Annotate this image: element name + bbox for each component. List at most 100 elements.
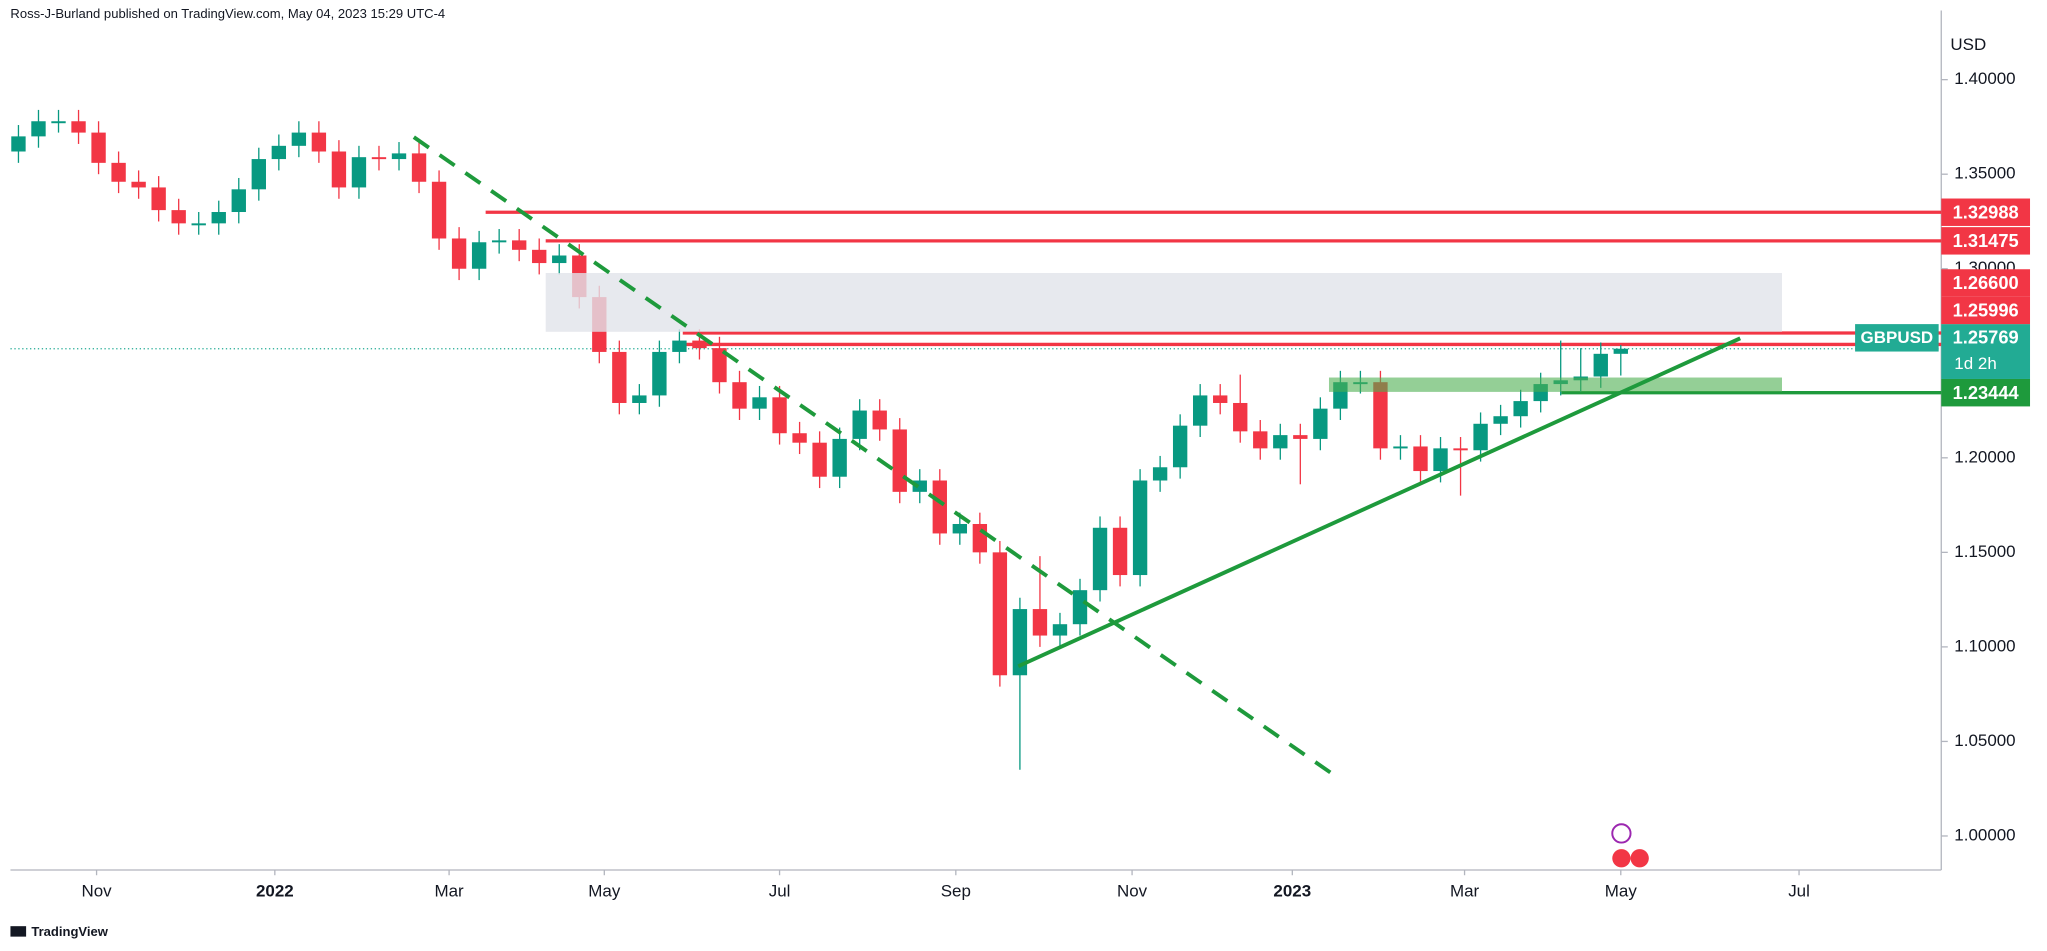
candle-body	[612, 351, 627, 403]
candle-body	[491, 240, 507, 243]
candle-body	[1072, 590, 1088, 625]
candle-body	[832, 438, 847, 477]
candle-body	[1313, 408, 1328, 439]
candle-body	[952, 523, 968, 534]
candle-body	[1012, 609, 1028, 676]
candle-body	[932, 480, 947, 534]
candle-body	[552, 255, 567, 264]
countdown-label: 1d 2h	[1954, 354, 1996, 373]
candle-body	[672, 340, 687, 352]
candle-body	[1433, 448, 1448, 472]
candle-body	[1273, 435, 1288, 449]
candle-body	[652, 351, 667, 396]
candle-body	[1052, 624, 1068, 636]
candle-body	[1513, 401, 1528, 417]
candle-body	[972, 523, 988, 553]
candle-body	[251, 159, 266, 190]
candle-body	[151, 187, 166, 211]
y-tick-label: 1.15000	[1954, 542, 2015, 561]
x-tick-label: 2023	[1273, 882, 1311, 901]
candle-body	[131, 181, 146, 188]
candle-body	[331, 151, 347, 188]
price-tag	[1941, 227, 2031, 255]
candle-body	[872, 410, 887, 430]
symbol-tag	[1855, 324, 1939, 352]
candle-body	[1373, 382, 1388, 449]
x-tick-label: Nov	[81, 882, 112, 901]
candle-body	[171, 210, 186, 224]
x-tick-label: Sep	[941, 882, 971, 901]
x-tick-label: Jul	[1788, 882, 1810, 901]
candle-body	[852, 410, 867, 439]
candle-body	[1233, 402, 1248, 432]
candle-body	[1152, 467, 1168, 481]
candle-body	[311, 132, 327, 152]
candle-body	[31, 121, 46, 137]
candle-body	[451, 238, 467, 269]
resistance-zone	[545, 273, 1782, 332]
y-tick-label: 1.40000	[1954, 69, 2015, 88]
candle-body	[632, 395, 647, 403]
candle-body	[812, 442, 827, 477]
candle-body	[431, 181, 447, 239]
y-tick-label: 1.10000	[1954, 636, 2015, 655]
candle-body	[1393, 446, 1408, 449]
price-tag	[1941, 198, 2031, 226]
watermark: TradingView	[31, 924, 108, 939]
y-tick-label: 1.00000	[1954, 825, 2015, 844]
x-tick-label: May	[588, 882, 621, 901]
symbol-label: GBPUSD	[1861, 328, 1934, 347]
candle-body	[111, 162, 126, 182]
candle-body	[271, 145, 287, 160]
last-price-tag	[1941, 324, 2031, 379]
attribution: Ross-J-Burland published on TradingView.…	[10, 6, 445, 21]
candle-body	[1032, 609, 1048, 636]
candle-body	[1293, 435, 1308, 439]
price-tag-label: 1.26600	[1953, 272, 2019, 293]
candle-body	[1493, 416, 1508, 424]
candle-body	[291, 132, 307, 146]
candle-body	[792, 433, 807, 443]
candle-body	[1112, 527, 1128, 576]
price-tag	[1941, 296, 2031, 325]
candle-body	[1213, 395, 1228, 403]
drawings	[412, 135, 1782, 775]
candle-body	[91, 132, 106, 163]
x-tick-label: Mar	[1450, 882, 1480, 901]
candle-body	[371, 157, 387, 160]
candle-body	[1413, 446, 1428, 472]
price-tag-label: 1.23444	[1953, 382, 2020, 403]
candle-body	[712, 348, 727, 383]
x-tick-label: Mar	[434, 882, 464, 901]
candle-body	[11, 136, 26, 152]
candle-body	[992, 552, 1008, 676]
candle-body	[772, 397, 787, 434]
candle-body	[1453, 448, 1468, 451]
logo	[10, 926, 27, 937]
candle-body	[71, 121, 86, 133]
candle-body	[752, 397, 767, 409]
y-tick-label: 1.35000	[1954, 164, 2015, 183]
candle-body	[732, 382, 747, 409]
candle-body	[692, 340, 707, 349]
candle-body	[1613, 348, 1628, 354]
candle-body	[211, 212, 226, 224]
price-tag-label: 1.32988	[1953, 201, 2019, 222]
x-tick-label: Nov	[1117, 882, 1148, 901]
candle-body	[231, 189, 246, 213]
candle-body	[912, 480, 927, 492]
candle-body	[351, 157, 367, 188]
candle-body	[411, 153, 427, 182]
y-tick-label: 1.20000	[1954, 447, 2015, 466]
price-tag	[1941, 378, 2031, 407]
candle-body	[1092, 527, 1108, 591]
support-zone	[1328, 377, 1782, 392]
up-trendline	[1017, 336, 1742, 669]
candle-body	[1593, 353, 1608, 377]
event-icons	[1611, 823, 1649, 868]
price-tag-label: 1.25996	[1953, 300, 2019, 321]
candle-body	[391, 153, 407, 160]
x-tick-label: May	[1605, 882, 1638, 901]
